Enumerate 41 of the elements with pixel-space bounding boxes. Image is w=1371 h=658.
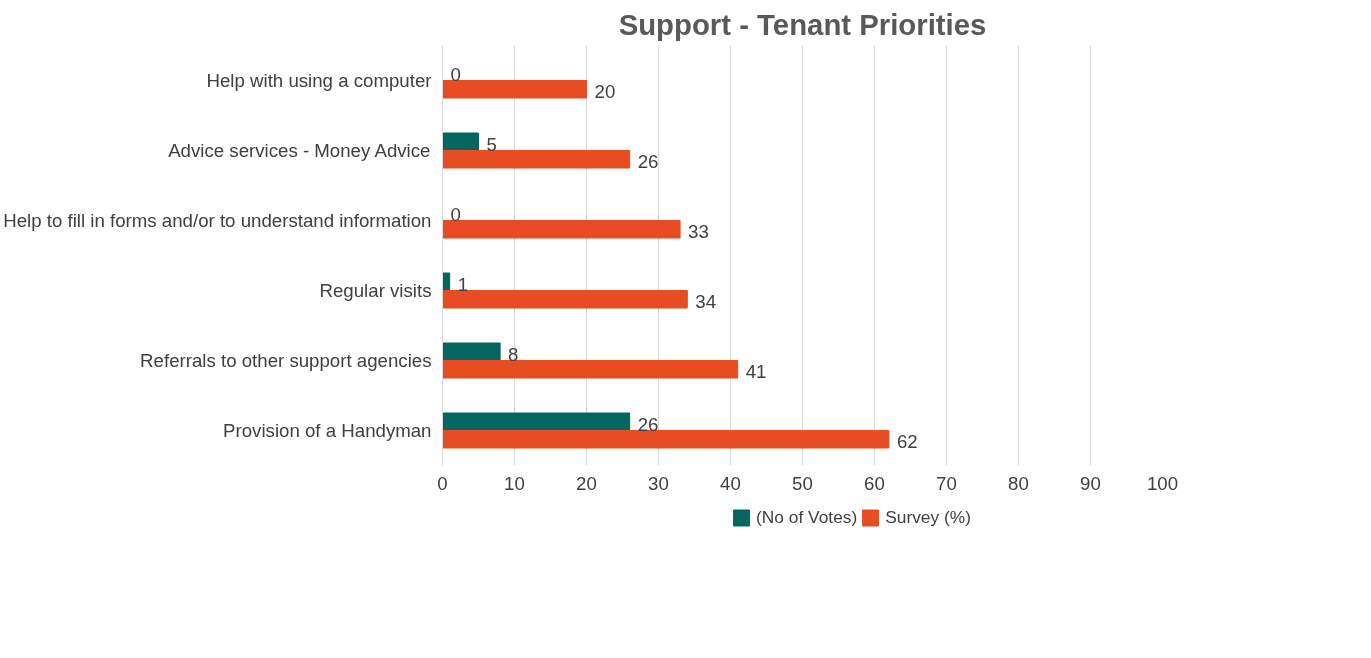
data-label: 1 (457, 273, 469, 295)
data-label: 0 (450, 203, 461, 225)
x-tick-label: 50 (792, 472, 813, 494)
y-tick-label: Provision of a Handyman (223, 420, 432, 441)
x-tick-label: 10 (504, 472, 525, 494)
x-tick-label: 70 (936, 472, 957, 494)
y-tick-label: Help with using a computer (206, 70, 432, 91)
bar (442, 290, 688, 309)
bar (442, 360, 739, 379)
x-tick-label: 0 (437, 472, 448, 494)
data-label: 62 (896, 431, 918, 453)
data-label: 41 (745, 361, 767, 383)
data-label: 26 (637, 413, 659, 435)
data-label: 5 (486, 133, 497, 155)
x-tick-label: 100 (1146, 472, 1179, 494)
x-tick-label: 90 (1080, 472, 1101, 494)
x-tick-label: 30 (648, 472, 669, 494)
y-tick-label: Referrals to other support agencies (140, 350, 432, 371)
data-label: 34 (695, 291, 717, 313)
legend-label: Survey (%) (885, 506, 971, 528)
bar (442, 150, 631, 169)
y-tick-label: Help to fill in forms and/or to understand information (3, 210, 432, 231)
x-tick-label: 80 (1008, 472, 1029, 494)
bar (442, 412, 631, 431)
data-label: 26 (637, 151, 659, 173)
bar (442, 132, 479, 151)
bar (442, 80, 587, 99)
x-tick-label: 20 (576, 472, 597, 494)
x-tick-label: 60 (864, 472, 885, 494)
chart-title: Support - Tenant Priorities (618, 7, 987, 41)
legend-label: (No of Votes) (756, 506, 858, 528)
x-tick-label: 40 (720, 472, 741, 494)
y-tick-label: Advice services - Money Advice (168, 140, 431, 161)
data-label: 0 (450, 63, 461, 85)
bar (442, 430, 890, 449)
bar (442, 342, 501, 361)
data-label: 20 (594, 81, 616, 103)
data-label: 33 (688, 221, 709, 243)
data-label: 8 (508, 343, 519, 365)
y-tick-label: Regular visits (319, 280, 432, 301)
bar (442, 220, 681, 239)
